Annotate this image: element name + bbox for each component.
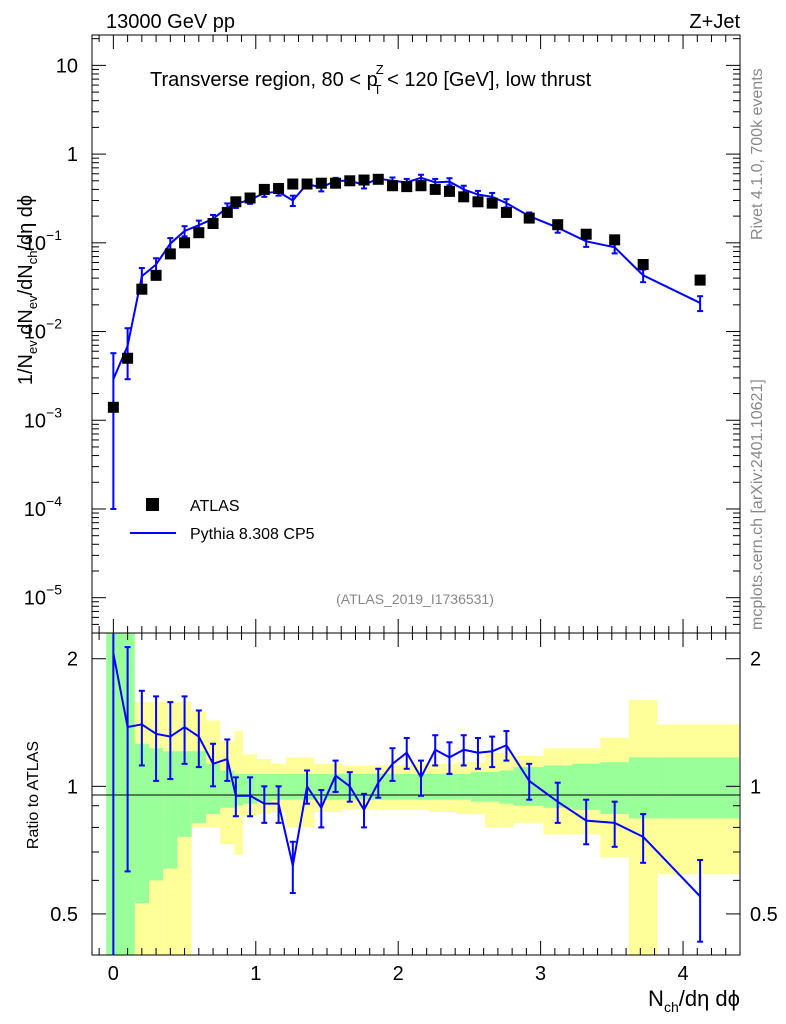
syst-band-inner-bin xyxy=(456,773,471,800)
syst-band-inner-bin xyxy=(657,757,739,819)
syst-band-inner-bin xyxy=(399,773,414,800)
atlas-point xyxy=(230,196,242,208)
atlas-point xyxy=(401,181,413,193)
y-tick-label: 10−2 xyxy=(24,316,62,344)
x-tick-label: 2 xyxy=(393,963,404,985)
x-axis-label: Nch/dη dϕ xyxy=(648,986,740,1015)
atlas-point xyxy=(136,283,148,295)
y-tick-label: 10−5 xyxy=(24,582,62,610)
axis-ticks xyxy=(92,35,741,955)
atlas-point xyxy=(443,185,455,197)
ratio-tick-label-right: 1 xyxy=(750,776,761,798)
header-right: Z+Jet xyxy=(689,11,740,33)
pythia-line xyxy=(112,176,701,380)
syst-band-inner-bin xyxy=(470,772,486,802)
atlas-point xyxy=(415,180,427,192)
atlas-point xyxy=(221,206,233,218)
atlas-point xyxy=(164,248,176,260)
atlas-point xyxy=(315,177,327,189)
atlas-point xyxy=(358,174,370,186)
syst-band-inner-bin xyxy=(285,773,300,800)
atlas-series-main xyxy=(107,173,706,413)
y-tick-label: 10−4 xyxy=(24,493,62,521)
atlas-point xyxy=(372,173,384,185)
syst-band-inner-bin xyxy=(163,751,178,869)
atlas-point xyxy=(472,196,484,208)
syst-band-inner-bin xyxy=(134,743,149,904)
syst-band-inner-bin xyxy=(205,763,221,815)
syst-band-inner-bin xyxy=(628,757,658,819)
atlas-point xyxy=(107,401,119,413)
atlas-point xyxy=(287,178,299,190)
y-axis-label: 1/Nev dNev/dNch/dη dϕ xyxy=(15,195,40,385)
syst-band-inner-bin xyxy=(314,773,329,800)
legend-pythia-label: Pythia 8.308 CP5 xyxy=(190,526,315,543)
syst-band-inner-bin xyxy=(442,773,457,800)
y-tick-label: 1 xyxy=(67,144,78,166)
legend-atlas-label: ATLAS xyxy=(190,498,240,515)
atlas-point xyxy=(330,177,342,189)
atlas-point xyxy=(344,175,356,187)
plot-title: Transverse region, 80 < pZ T < 120 [GeV],… xyxy=(150,62,592,97)
ratio-y-tick-labels: 0.5 0.5 1 1 2 2 xyxy=(50,649,778,926)
atlas-point xyxy=(258,183,270,195)
atlas-point xyxy=(694,274,706,286)
ratio-tick-label-left: 1 xyxy=(67,776,78,798)
syst-band-inner-bin xyxy=(220,770,235,808)
atlas-point xyxy=(179,237,191,249)
main-plot-frame xyxy=(91,34,741,634)
atlas-point xyxy=(244,192,256,204)
syst-band-inner-bin xyxy=(148,748,164,881)
ratio-tick-label-left: 0.5 xyxy=(50,904,78,926)
analysis-watermark: (ATLAS_2019_I1736531) xyxy=(336,591,494,607)
atlas-point xyxy=(486,197,498,209)
atlas-point xyxy=(150,269,162,281)
y-tick-label: 10 xyxy=(56,55,78,77)
atlas-point xyxy=(207,218,219,230)
main-y-tick-labels: 10 1 10−1 10−2 10−3 10−4 10−5 xyxy=(24,55,78,609)
atlas-point xyxy=(523,212,535,224)
mcplots-label: mcplots.cern.ch [arXiv:2401.10621] xyxy=(749,379,766,630)
mc-series-main xyxy=(110,173,704,510)
mc-series-ratio xyxy=(112,633,704,955)
rivet-label: Rivet 4.1.0, 700k events xyxy=(749,68,766,240)
x-tick-label: 3 xyxy=(535,963,546,985)
atlas-point xyxy=(301,178,313,190)
syst-band-inner-bin xyxy=(428,773,443,800)
atlas-point xyxy=(580,228,592,240)
header-left: 13000 GeV pp xyxy=(106,11,235,33)
syst-band-inner-bin xyxy=(499,770,514,804)
syst-band-inner-bin xyxy=(177,751,192,837)
atlas-point xyxy=(609,234,621,246)
ratio-tick-label-right: 2 xyxy=(750,649,761,671)
legend: ATLAS Pythia 8.308 CP5 xyxy=(130,498,315,543)
atlas-point xyxy=(458,191,470,203)
y-tick-label: 10−3 xyxy=(24,404,62,432)
atlas-point xyxy=(552,219,564,231)
y-tick-label: 10−1 xyxy=(24,227,62,255)
syst-band-inner-bin xyxy=(191,751,206,823)
atlas-point xyxy=(637,258,649,270)
x-tick-label: 4 xyxy=(677,963,688,985)
syst-band-inner-bin xyxy=(385,773,400,800)
x-tick-label: 1 xyxy=(250,963,261,985)
ratio-tick-label-left: 2 xyxy=(67,649,78,671)
ratio-plot-frame xyxy=(91,632,741,956)
atlas-point xyxy=(429,183,441,195)
syst-band-inner-bin xyxy=(485,772,500,802)
atlas-point xyxy=(273,182,285,194)
x-tick-labels: 0 1 2 3 4 xyxy=(108,963,689,985)
atlas-point xyxy=(500,206,512,218)
atlas-point xyxy=(122,352,134,364)
x-tick-label: 0 xyxy=(108,963,119,985)
syst-band-inner-bin xyxy=(356,773,372,800)
legend-atlas-marker xyxy=(146,498,159,511)
atlas-point xyxy=(387,180,399,192)
ratio-y-axis-label: Ratio to ATLAS xyxy=(25,741,42,849)
ratio-tick-label-right: 0.5 xyxy=(750,904,778,926)
atlas-point xyxy=(193,227,205,239)
syst-band-inner-bin xyxy=(234,773,243,806)
